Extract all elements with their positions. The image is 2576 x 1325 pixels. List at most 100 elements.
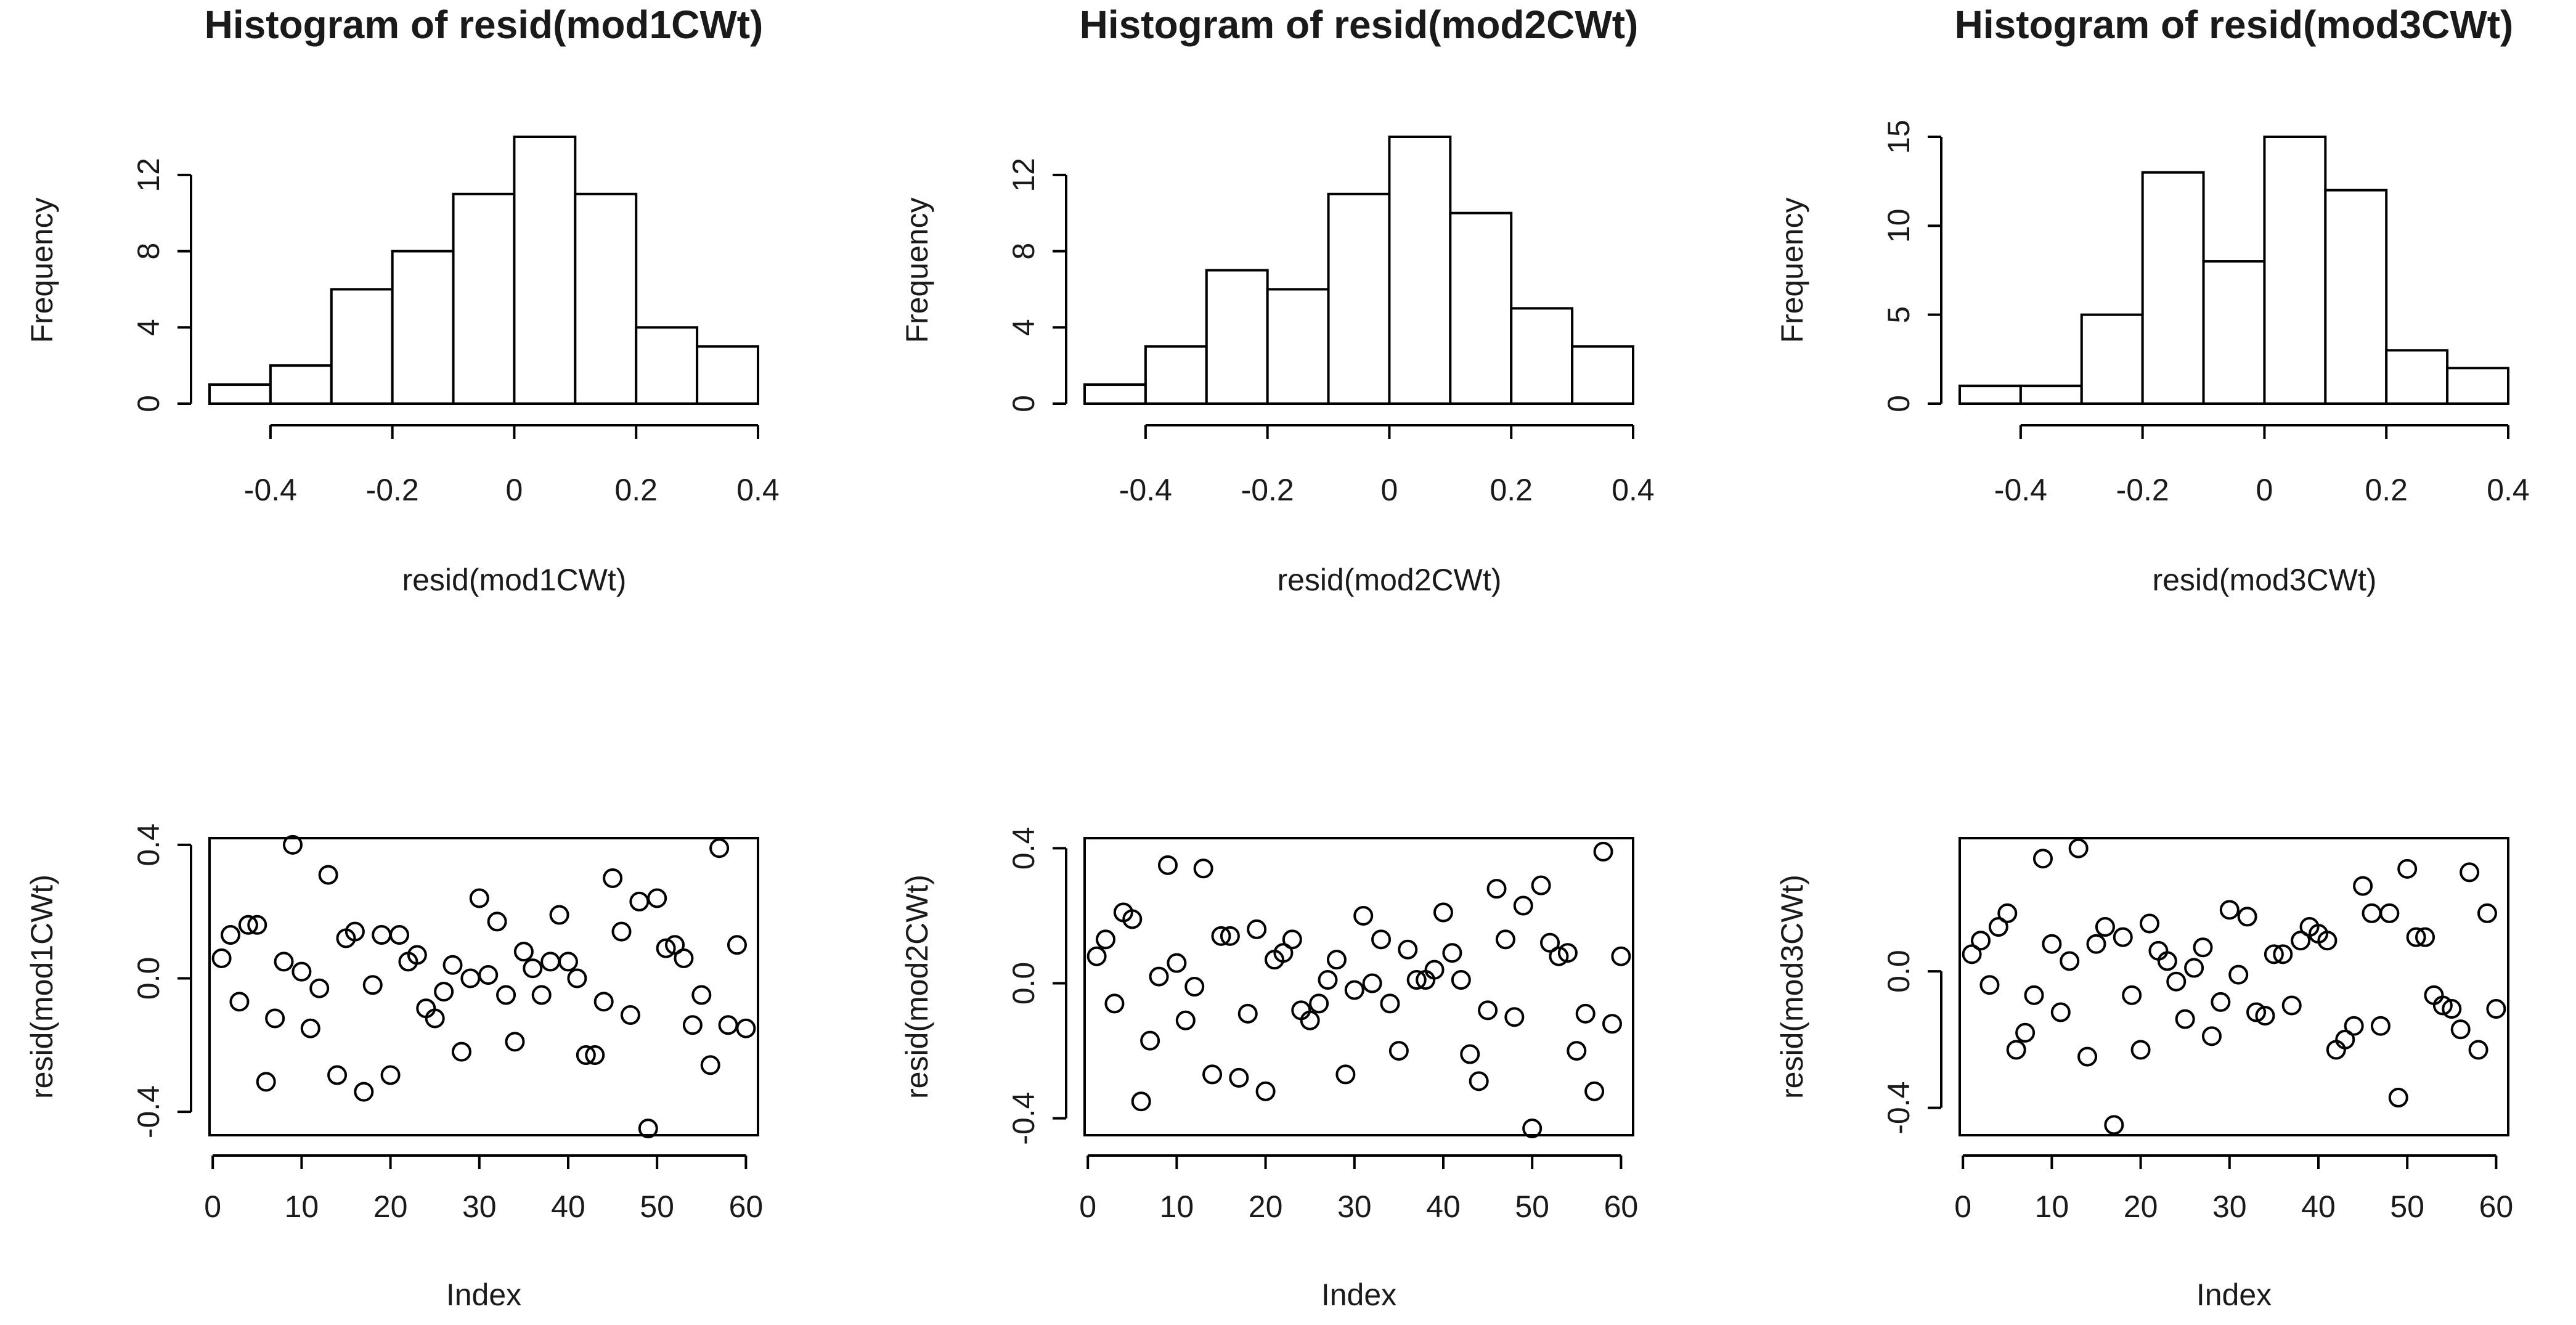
plot-box (208, 837, 759, 1136)
scatter-point (2264, 944, 2284, 964)
scatter-point (1220, 926, 1240, 946)
scatter-point (2086, 934, 2106, 954)
scatter-point (1229, 1067, 1249, 1088)
histogram-panel-2: Histogram of resid(mod2CWt) -0.4 -0.2 0 0.2 0… (900, 2, 1655, 597)
x-tick-label: 30 (2212, 1189, 2247, 1224)
scatter-point (691, 985, 712, 1005)
scatter-point (1104, 993, 1125, 1014)
histogram-bar (2019, 385, 2083, 406)
scatter-point (2460, 862, 2480, 883)
scatter-point (442, 955, 463, 975)
scatter-point (2184, 958, 2204, 978)
scatter-point (1380, 993, 1400, 1014)
scatter-point (593, 992, 614, 1012)
scatter-point (2415, 927, 2435, 947)
y-tick-label: 0 (1006, 395, 1041, 412)
scatter-point (1362, 973, 1382, 993)
x-tick-label: 0 (2256, 473, 2273, 507)
scatter-point (2095, 917, 2115, 937)
scatter-point (2317, 931, 2338, 951)
scatter-point (567, 968, 587, 989)
scatter-point (487, 911, 507, 932)
plot-box (1083, 837, 1634, 1136)
scatter-point (425, 1008, 445, 1029)
scatter-point (1122, 909, 1143, 929)
y-axis-label: resid(mod3CWt) (1775, 874, 1809, 1099)
histogram-bar (1205, 269, 1269, 405)
scatter-point (1442, 943, 1462, 963)
scatter-point (354, 1082, 374, 1102)
scatter-point (1149, 966, 1169, 987)
scatter-point (2370, 1016, 2391, 1036)
y-tick-label: 4 (1006, 319, 1041, 336)
scatter-point (1255, 1081, 1276, 1101)
y-tick-label: 5 (1881, 306, 1916, 324)
y-tick-label: 8 (1006, 243, 1041, 260)
scatter-point (620, 1005, 640, 1025)
scatter-point (1611, 946, 1631, 966)
scatter-point (1086, 946, 1107, 966)
scatter-point (1557, 943, 1578, 963)
scatter-point (1388, 1041, 1409, 1061)
histogram-bar (391, 250, 455, 406)
scatter-point (2068, 838, 2089, 858)
histogram-panel-3: Histogram of resid(mod3CWt) -0.4 -0.2 0 0.2 0… (1775, 2, 2530, 597)
scatter-point (2432, 995, 2453, 1016)
scatter-point (407, 945, 427, 965)
scatter-point (478, 965, 499, 985)
scatter-point (1504, 1007, 1525, 1027)
scatter-point (2166, 971, 2187, 992)
scatter-point (1602, 1014, 1622, 1034)
x-tick-label: 10 (285, 1189, 319, 1224)
scatter-point (2468, 1040, 2488, 1060)
scatter-point (434, 982, 454, 1002)
y-tick-label: 0.0 (1006, 962, 1041, 1005)
scatter-point (576, 1045, 596, 1066)
scatter-point (1096, 929, 1116, 950)
scatter-point (2201, 1026, 2222, 1046)
plot-box (1958, 837, 2509, 1136)
scatter-point (362, 975, 383, 995)
x-tick-label: 20 (2124, 1189, 2158, 1224)
scatter-point (2335, 1029, 2355, 1050)
x-tick-label: 10 (1160, 1189, 1194, 1224)
scatter-point (2477, 903, 2497, 923)
scatter-point (656, 938, 676, 958)
scatter-point (1193, 858, 1213, 879)
y-tick-label: -0.4 (1881, 1082, 1916, 1135)
scatter-point (1406, 970, 1427, 990)
y-tick-label: 8 (131, 243, 166, 260)
histogram-bar (2324, 189, 2388, 405)
scatter-point (1247, 919, 1267, 939)
scatter-point (2060, 951, 2080, 971)
histogram-bar (1327, 192, 1391, 405)
histogram-bar (635, 326, 699, 405)
scatter-point (2406, 927, 2426, 947)
scatter-point (585, 1045, 605, 1066)
histogram-bar (1510, 307, 1574, 405)
scatter-point (1326, 950, 1347, 970)
scatter-point (300, 1018, 320, 1038)
scatter-point (247, 915, 267, 935)
x-tick-label: 0.4 (736, 473, 780, 507)
scatter-point (1549, 946, 1569, 966)
y-tick-label: 10 (1881, 209, 1916, 243)
scatter-point (496, 985, 516, 1005)
y-tick-label: 0.0 (131, 957, 166, 1000)
scatter-point (665, 935, 685, 955)
y-tick-label: 15 (1881, 120, 1916, 154)
scatter-point (2450, 1019, 2471, 1040)
scatter-point (2042, 934, 2062, 954)
scatter-point (674, 948, 694, 968)
scatter-point (2237, 907, 2257, 927)
chart-title: Histogram of resid(mod3CWt) (1955, 2, 2514, 47)
y-axis-label: Frequency (1775, 197, 1809, 343)
scatter-point (211, 948, 232, 968)
scatter-point (1997, 903, 2018, 923)
scatter-point (1344, 980, 1364, 1000)
scatter-point (282, 834, 303, 855)
scatter-point (1273, 943, 1294, 963)
y-axis-label: Frequency (25, 197, 59, 343)
scatter-point (2486, 999, 2506, 1019)
